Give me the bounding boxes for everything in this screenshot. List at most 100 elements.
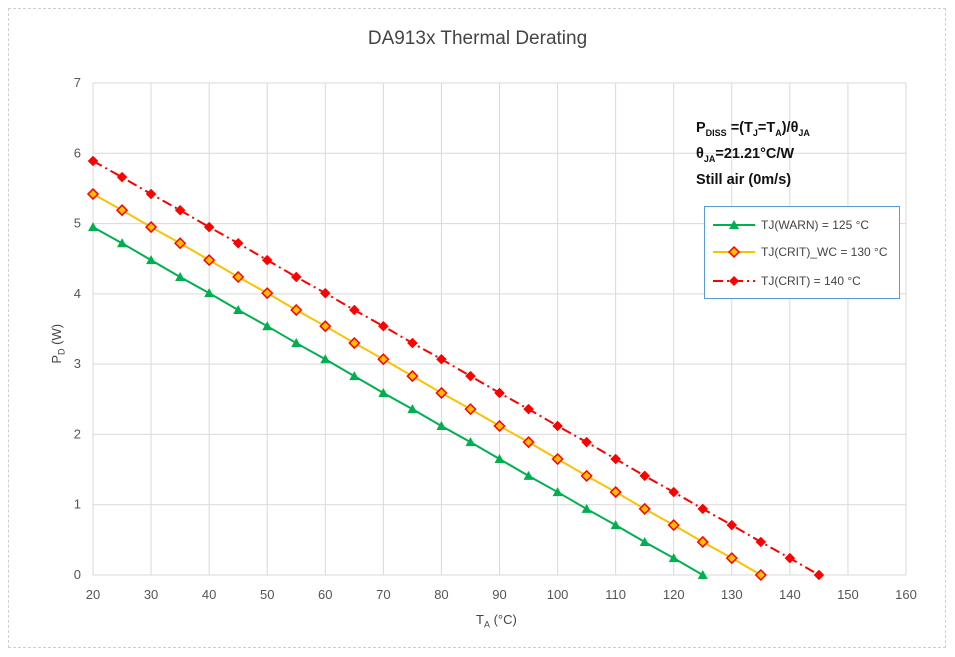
x-tick-label: 20 <box>86 587 100 602</box>
data-point <box>320 354 331 364</box>
data-point <box>551 452 564 466</box>
data-point <box>174 237 187 250</box>
y-tick-label: 3 <box>74 356 81 371</box>
series-1 <box>86 187 767 582</box>
x-tick-label: 110 <box>605 587 626 602</box>
y-tick-label: 2 <box>74 426 81 441</box>
data-point <box>436 420 447 430</box>
data-point <box>638 502 651 515</box>
legend-label: TJ(WARN) = 125 °C <box>761 218 870 232</box>
data-point <box>436 353 447 365</box>
y-tick-label: 4 <box>74 286 81 301</box>
x-tick-label: 40 <box>202 587 216 602</box>
data-point <box>581 503 592 513</box>
legend-label: TJ(CRIT) = 140 °C <box>761 274 861 288</box>
data-point <box>523 403 534 415</box>
data-point <box>697 503 709 515</box>
data-point <box>435 386 448 400</box>
x-tick-label: 50 <box>260 587 274 602</box>
data-point <box>175 271 186 281</box>
annotation-line-2: θJA=21.21°C/W <box>696 145 795 164</box>
legend-item: TJ(CRIT)_WC = 130 °C <box>705 242 899 262</box>
data-point <box>726 519 738 531</box>
data-point <box>465 437 476 447</box>
data-point <box>232 270 245 284</box>
data-point <box>117 238 128 248</box>
data-point <box>290 271 302 283</box>
data-point <box>755 536 767 548</box>
y-tick-label: 6 <box>74 145 81 160</box>
legend-item: TJ(WARN) = 125 °C <box>705 215 899 235</box>
data-point <box>378 320 389 332</box>
x-tick-label: 130 <box>721 587 743 602</box>
annotation-line-1: PDISS =(TJ=TA)/θJA <box>696 120 810 138</box>
data-point <box>145 221 158 234</box>
data-point <box>581 436 592 448</box>
legend-swatch-crit <box>713 276 755 286</box>
data-point <box>348 304 360 316</box>
data-point <box>696 535 709 549</box>
data-point <box>754 568 767 582</box>
y-tick-label: 0 <box>74 567 81 582</box>
data-point <box>116 171 128 183</box>
data-point <box>494 387 505 399</box>
data-point <box>233 305 244 315</box>
data-point <box>203 254 216 267</box>
data-point <box>580 469 593 482</box>
x-tick-label: 150 <box>837 587 859 602</box>
data-point <box>174 204 186 216</box>
data-point <box>465 370 476 382</box>
series-0 <box>88 222 708 579</box>
legend-swatch-warn <box>713 220 755 229</box>
series-2 <box>87 155 825 581</box>
data-point <box>349 371 360 381</box>
data-point <box>348 336 361 350</box>
data-point <box>290 303 303 317</box>
data-point <box>610 453 621 465</box>
data-point <box>319 320 332 333</box>
data-point <box>115 204 129 217</box>
data-point <box>378 387 389 397</box>
data-point <box>86 187 100 201</box>
data-point <box>639 536 650 546</box>
y-tick-label: 7 <box>74 75 81 90</box>
data-point <box>493 419 506 433</box>
chart-title: DA913x Thermal Derating <box>367 28 588 49</box>
data-point <box>145 188 157 200</box>
y-tick-label: 1 <box>74 497 81 512</box>
axis-ticks: 20 30 40 50 60 70 80 90 100 110 120 130 140 150 160 0 1 2… <box>74 75 917 602</box>
data-point <box>610 520 621 530</box>
legend-label: TJ(CRIT)_WC = 130 °C <box>761 245 888 259</box>
data-point <box>784 552 796 564</box>
data-point <box>522 436 535 449</box>
x-tick-label: 160 <box>895 587 917 602</box>
data-point <box>203 221 215 233</box>
data-point <box>668 553 679 563</box>
data-point <box>261 254 273 266</box>
data-point <box>813 569 825 581</box>
data-point <box>232 237 244 249</box>
x-tick-label: 90 <box>492 587 506 602</box>
y-tick-label: 5 <box>74 216 81 231</box>
y-axis-label: PD (W) <box>49 323 67 364</box>
legend-swatch-crit-wc <box>713 245 755 259</box>
x-tick-label: 60 <box>318 587 332 602</box>
data-point <box>552 420 563 432</box>
data-point <box>407 404 418 414</box>
annotation-line-3: Still air (0m/s) <box>696 171 792 188</box>
data-point <box>204 288 215 298</box>
data-point <box>88 222 98 232</box>
data-point <box>261 287 274 300</box>
x-axis-label: TA (°C) <box>476 612 517 630</box>
formula-annotation: PDISS =(TJ=TA)/θJA θJA=21.21°C/W Still a… <box>696 118 810 191</box>
data-point <box>87 155 99 167</box>
x-tick-label: 120 <box>663 587 685 602</box>
x-tick-label: 140 <box>779 587 801 602</box>
data-point <box>146 255 157 265</box>
data-point <box>667 519 680 532</box>
data-point <box>523 470 534 480</box>
data-point <box>291 338 302 348</box>
data-point <box>725 552 738 565</box>
data-point <box>262 321 273 331</box>
